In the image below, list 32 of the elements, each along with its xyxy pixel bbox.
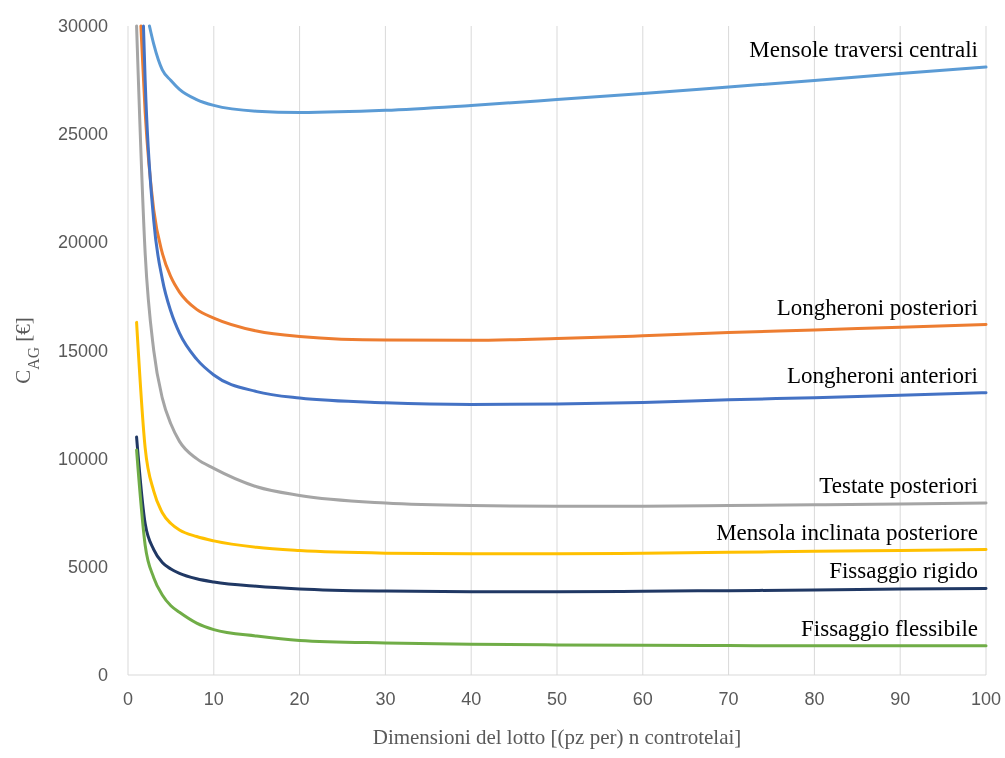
series-label: Mensola inclinata posteriore bbox=[716, 519, 978, 545]
line-series bbox=[135, 24, 988, 508]
series-label: Longheroni posteriori bbox=[776, 294, 978, 320]
x-tick-label: 70 bbox=[718, 689, 739, 709]
line-series bbox=[147, 24, 988, 115]
y-tick-label: 5000 bbox=[67, 556, 108, 577]
x-tick-label: 100 bbox=[970, 689, 1002, 709]
series-label: Longheroni anteriori bbox=[787, 362, 978, 388]
y-tick-label: 15000 bbox=[57, 340, 108, 361]
series-label: Fissaggio flessibile bbox=[801, 615, 978, 641]
line-series bbox=[135, 448, 988, 648]
x-tick-label: 20 bbox=[289, 689, 310, 709]
series-label: Fissaggio rigido bbox=[829, 558, 978, 584]
line-series bbox=[135, 435, 988, 594]
x-tick-label: 80 bbox=[804, 689, 825, 709]
series-label: Mensole traversi centrali bbox=[749, 37, 978, 63]
y-tick-label: 20000 bbox=[57, 232, 108, 253]
x-tick-label: 50 bbox=[546, 689, 568, 709]
x-axis-title: Dimensioni del lotto [(pz per) n controtelai] bbox=[372, 725, 742, 749]
x-tick-label: 40 bbox=[461, 689, 482, 709]
y-tick-label: 25000 bbox=[57, 124, 108, 145]
x-tick-label: 0 bbox=[122, 689, 134, 709]
y-tick-label: 30000 bbox=[57, 16, 108, 36]
line-series bbox=[135, 320, 988, 556]
x-tick-label: 60 bbox=[632, 689, 653, 709]
y-tick-label: 10000 bbox=[57, 448, 108, 469]
x-tick-label: 10 bbox=[203, 689, 224, 709]
x-tick-label: 30 bbox=[375, 689, 396, 709]
series-label: Testate posteriori bbox=[819, 473, 978, 499]
y-tick-label: 0 bbox=[97, 665, 108, 685]
x-tick-label: 90 bbox=[890, 689, 911, 709]
line-series bbox=[141, 24, 988, 407]
